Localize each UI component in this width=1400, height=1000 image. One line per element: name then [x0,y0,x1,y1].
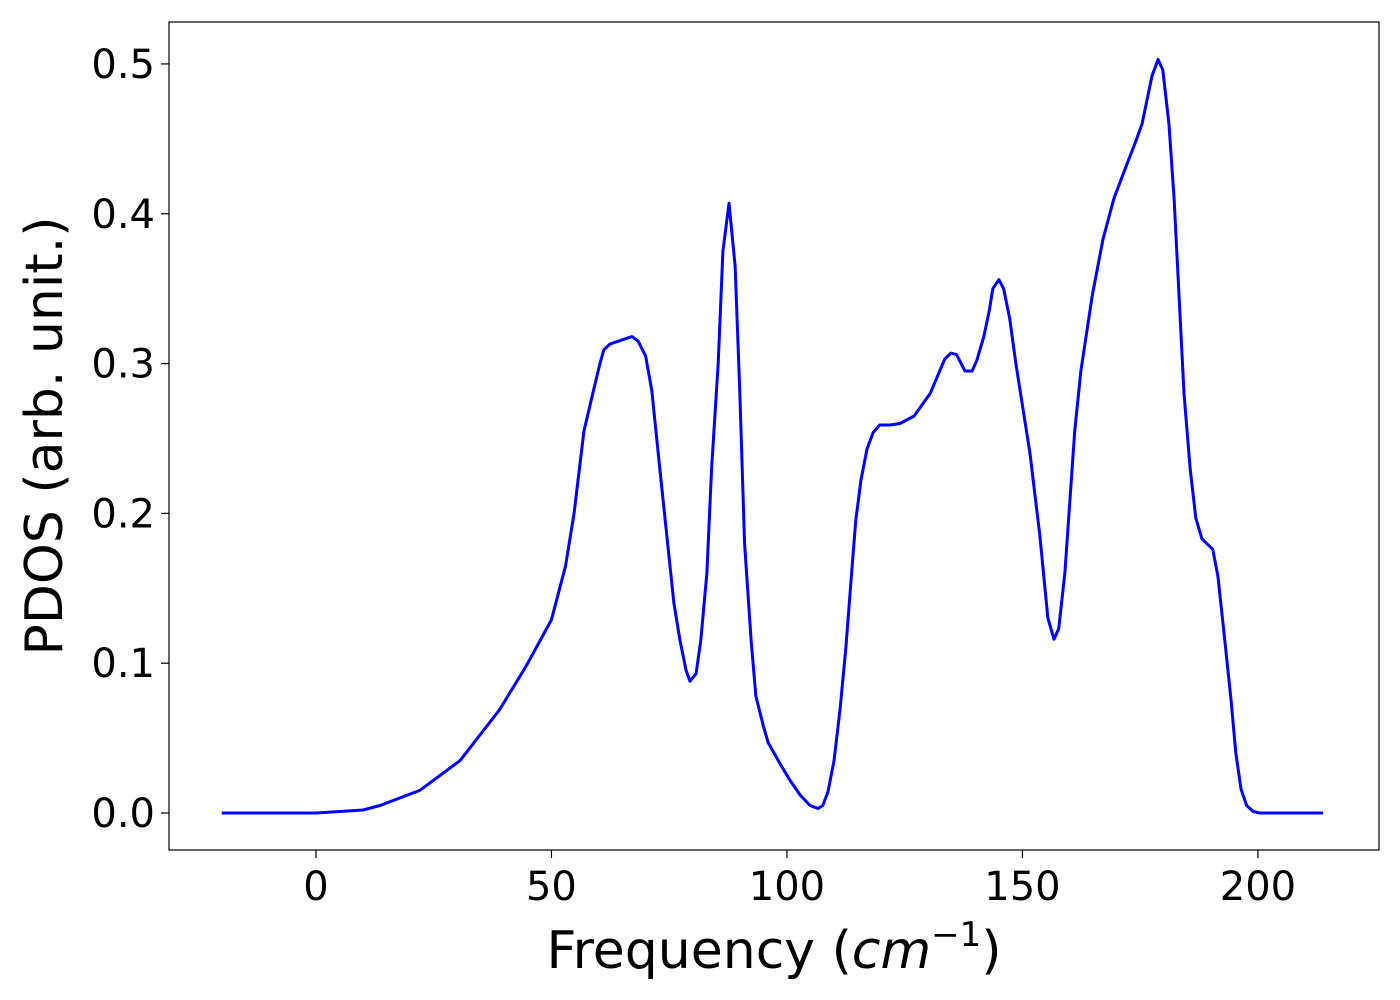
y-tick-label: 0.2 [91,491,155,537]
y-tick-label: 0.3 [91,342,155,388]
y-tick-label: 0.4 [91,192,155,238]
y-axis-label: PDOS (arb. unit.) [15,216,75,655]
y-tick-label: 0.0 [91,791,155,837]
x-label-math: cm [852,921,931,981]
x-tick-label: 0 [303,864,328,910]
x-axis-label: Frequency (cm−1) [546,915,1001,981]
y-tick-label: 0.5 [91,42,155,88]
x-tick-label: 100 [749,864,825,910]
y-tick-label: 0.1 [91,641,155,687]
x-tick-label: 50 [526,864,577,910]
x-label-sup: −1 [931,915,981,955]
x-label-close: ) [981,921,1001,981]
x-tick-label: 150 [984,864,1060,910]
data-line [221,57,1323,815]
x-tick-label: 200 [1220,864,1296,910]
plot-frame [168,21,1380,851]
x-label-text: Frequency ( [546,921,851,981]
